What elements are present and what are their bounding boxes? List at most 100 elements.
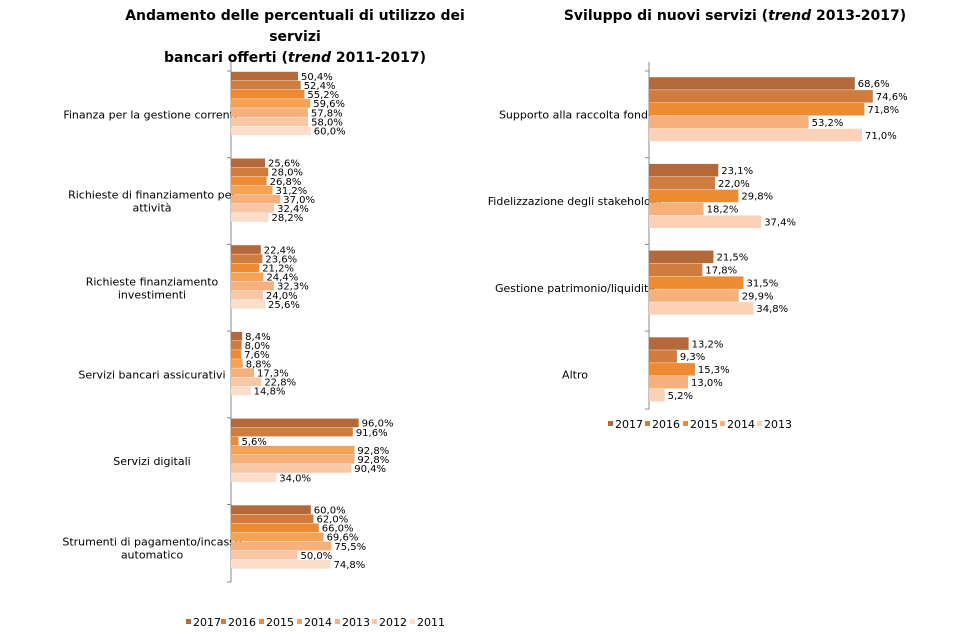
right-bar [649,163,719,177]
left-data-label: 34,0% [279,473,311,484]
left-data-label: 66,0% [322,524,354,535]
left-legend-swatch [335,619,340,624]
left-data-label: 22,4% [264,245,296,256]
left-category-label: Servizi bancari assicurativi [78,368,225,381]
right-legend-label: 2017 [615,418,643,431]
left-bar [231,299,266,309]
left-data-label: 8,0% [245,341,270,352]
left-data-label: 23,6% [265,254,297,265]
left-bar [231,368,255,377]
left-data-label: 5,6% [241,437,266,448]
right-category-label: Fidelizzazione degli stakeholder [488,195,663,208]
left-bar [231,331,243,341]
left-legend-label: 2017 [193,616,221,629]
right-data-label: 53,2% [812,118,844,129]
left-bar [231,445,355,455]
left-data-label: 24,4% [266,273,298,284]
right-bar [649,263,703,276]
left-bar [231,254,263,263]
left-bar [231,377,262,387]
right-bar [649,115,809,129]
right-data-label: 71,8% [867,105,899,116]
right-bar [649,337,689,350]
right-bar [649,103,865,116]
left-bar [231,290,263,300]
right-category-label: Altro [562,368,588,381]
left-legend-label: 2016 [228,616,256,629]
right-legend-label: 2016 [652,418,680,431]
left-title-line1: Andamento delle percentuali di utilizzo … [125,8,465,45]
right-category-label: Gestione patrimonio/liquidità [495,282,655,295]
right-legend-label: 2015 [690,418,718,431]
left-data-label: 91,6% [356,428,388,439]
left-data-label: 8,8% [246,359,271,370]
right-title-part2: 2013-2017) [811,8,907,24]
right-data-label: 37,4% [764,217,796,228]
right-data-label: 68,6% [858,79,890,90]
left-data-label: 59,6% [313,99,345,110]
left-data-label: 57,8% [311,108,343,119]
left-bar [231,473,277,482]
left-bar [231,505,311,514]
left-data-label: 22,8% [264,377,296,388]
left-bar [231,559,331,569]
right-legend-swatch [608,421,613,426]
left-bar [231,359,243,368]
left-bar [231,272,264,282]
right-data-label: 31,5% [747,278,779,289]
left-data-label: 7,6% [244,350,269,361]
right-data-label: 29,8% [741,192,773,203]
left-category-label: automatico [121,548,184,561]
left-data-label: 50,0% [301,551,333,562]
left-bar [231,341,242,350]
right-bar [649,215,762,228]
right-bar [649,388,665,402]
left-bar [231,350,242,359]
left-bar [231,80,301,90]
left-category-label: Finanza per la gestione corrente [63,108,241,121]
right-bar [649,363,695,376]
left-bar [231,550,298,560]
left-bar [231,71,299,81]
right-bar [649,202,704,216]
left-data-label: 96,0% [362,419,394,430]
right-data-label: 71,0% [865,131,897,142]
left-legend-label: 2012 [379,616,407,629]
right-data-label: 15,3% [698,365,730,376]
right-chart-title: Sviluppo di nuovi servizi (trend 2013-20… [540,6,930,27]
right-data-label: 21,5% [717,253,749,264]
left-bar [231,281,274,291]
left-bar [231,108,308,117]
right-bar [649,350,677,363]
right-data-label: 23,1% [721,166,753,177]
right-legend-swatch [683,421,688,426]
left-data-label: 28,0% [271,168,303,179]
left-category-label: Servizi digitali [113,455,190,468]
left-data-label: 25,6% [268,300,300,311]
left-data-label: 14,8% [254,387,286,398]
left-bar [231,436,239,446]
left-bar [231,514,314,524]
left-bar [231,263,260,273]
left-legend-label: 2014 [304,616,332,629]
right-title-trend: trend [768,8,812,24]
right-bar [649,302,754,315]
left-bar [231,117,309,126]
left-bar [231,386,251,396]
left-data-label: 60,0% [314,505,346,516]
right-data-label: 5,2% [668,391,693,402]
right-data-label: 74,6% [876,92,908,103]
left-data-label: 55,2% [307,90,339,101]
right-legend-label: 2014 [727,418,755,431]
left-title-line2-part1: bancari offerti ( [164,50,288,66]
right-bar [649,376,688,389]
left-data-label: 92,8% [357,446,389,457]
left-title-line2-part2: 2011-2017) [330,50,426,66]
left-category-label: Richieste finanziamento [86,275,219,288]
left-legend-label: 2011 [417,616,445,629]
left-data-label: 60,0% [314,126,346,137]
left-bar [231,541,332,551]
left-category-label: Strumenti di pagamento/incasso [62,535,242,548]
right-legend-label: 2013 [764,418,792,431]
